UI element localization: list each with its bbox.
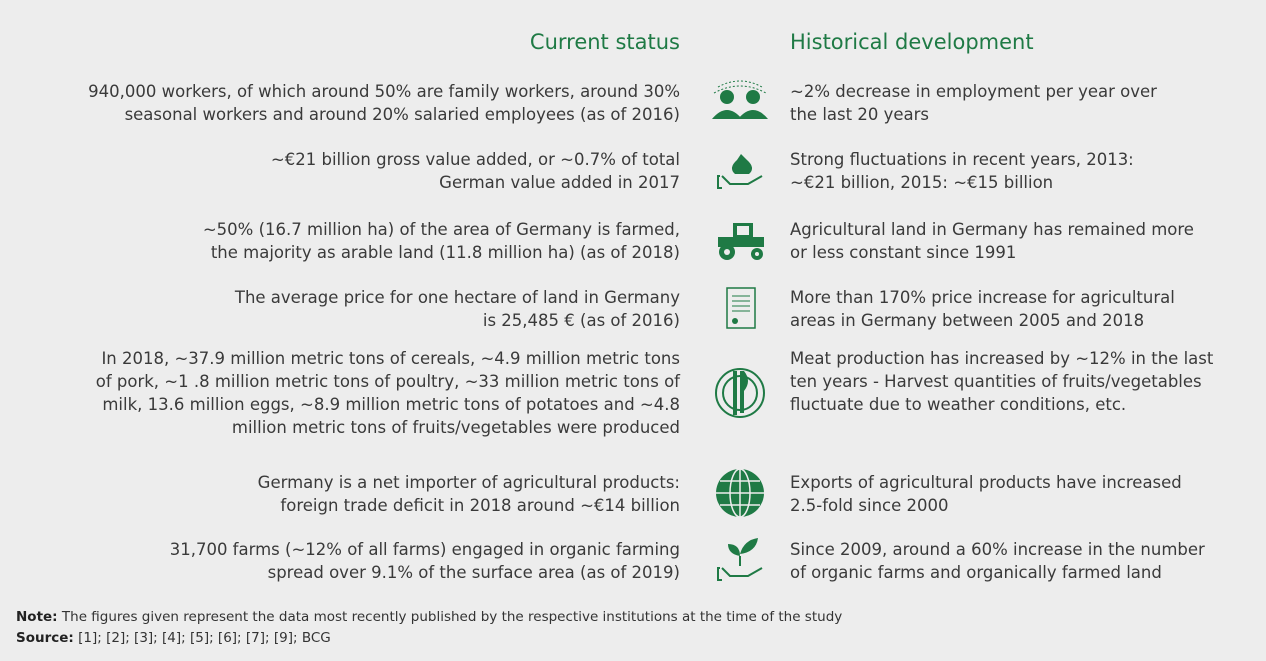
historical-text: More than 170% price increase for agricu… (790, 288, 1175, 307)
current-text: ~50% (16.7 million ha) of the area of Ge… (202, 220, 680, 239)
historical-text: 2.5-fold since 2000 (790, 496, 949, 515)
current-text: The average price for one hectare of lan… (234, 288, 680, 307)
icon (715, 368, 765, 418)
current-text: Germany is a net importer of agricultura… (257, 473, 680, 492)
historical-text: Agricultural land in Germany has remaine… (790, 220, 1194, 239)
current-text: In 2018, ~37.9 million metric tons of ce… (101, 349, 680, 368)
source: Source: [1]; [2]; [3]; [4]; [5]; [6]; [7… (16, 630, 331, 646)
historical-text: ten years - Harvest quantities of fruits… (790, 372, 1202, 391)
note-label: Note: (16, 609, 58, 625)
icon (718, 223, 764, 260)
historical-text: ~€21 billion, 2015: ~€15 billion (790, 173, 1054, 192)
historical-text: areas in Germany between 2005 and 2018 (790, 311, 1145, 330)
icon (717, 154, 763, 189)
icon (726, 287, 756, 329)
historical-text: Meat production has increased by ~12% in… (790, 349, 1214, 368)
historical-text: Exports of agricultural products have in… (790, 473, 1182, 492)
source-label: Source: (16, 630, 74, 646)
icon (716, 468, 764, 518)
historical-text: ~2% decrease in employment per year over (790, 82, 1157, 101)
historical-text: Since 2009, around a 60% increase in the… (790, 540, 1205, 559)
icon (712, 80, 768, 119)
current-text: million metric tons of fruits/vegetables… (231, 418, 680, 437)
historical-text: Strong fluctuations in recent years, 201… (790, 150, 1134, 169)
historical-text: fluctuate due to weather conditions, etc… (790, 395, 1127, 414)
current-text: spread over 9.1% of the surface area (as… (267, 563, 680, 582)
current-heading: Current status (529, 30, 680, 54)
current-text: foreign trade deficit in 2018 around ~€1… (280, 496, 680, 515)
current-text: the majority as arable land (11.8 millio… (210, 243, 680, 262)
current-text: of pork, ~1 .8 million metric tons of po… (95, 372, 680, 391)
icon (717, 538, 763, 581)
current-text: 940,000 workers, of which around 50% are… (88, 82, 680, 101)
current-text: 31,700 farms (~12% of all farms) engaged… (169, 540, 680, 559)
historical-text: or less constant since 1991 (790, 243, 1017, 262)
current-text: ~€21 billion gross value added, or ~0.7%… (270, 150, 680, 169)
historical-text: of organic farms and organically farmed … (790, 563, 1162, 582)
historical-heading: Historical development (790, 30, 1034, 54)
current-text: is 25,485 € (as of 2016) (482, 311, 680, 330)
current-text: German value added in 2017 (439, 173, 680, 192)
note: Note: The figures given represent the da… (16, 609, 842, 625)
note-text: The figures given represent the data mos… (61, 609, 843, 625)
current-text: milk, 13.6 million eggs, ~8.9 million me… (102, 395, 680, 414)
historical-text: the last 20 years (790, 105, 929, 124)
current-text: seasonal workers and around 20% salaried… (124, 105, 680, 124)
source-text: [1]; [2]; [3]; [4]; [5]; [6]; [7]; [9]; … (78, 630, 331, 646)
